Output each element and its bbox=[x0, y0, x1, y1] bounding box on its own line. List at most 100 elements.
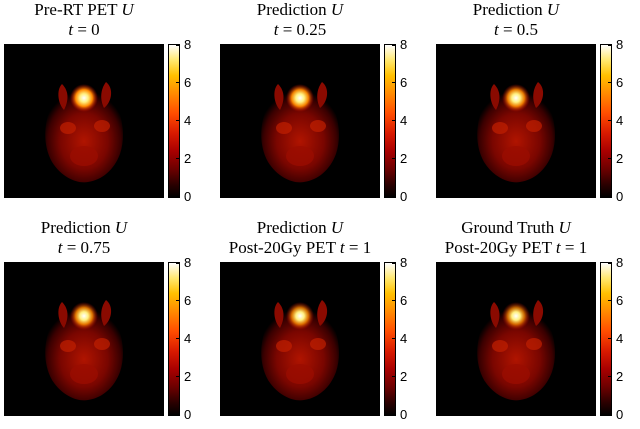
colorbar-tick-mark bbox=[392, 158, 396, 159]
colorbar-tick-label: 0 bbox=[184, 189, 192, 204]
panel-title-line1: Pre-RT PET U bbox=[0, 0, 168, 20]
colorbar-tick-mark bbox=[392, 263, 396, 264]
colorbar-tick-mark bbox=[608, 45, 612, 46]
colorbar-tick-label: 4 bbox=[184, 113, 192, 128]
colorbar-tick-label: 0 bbox=[400, 407, 408, 422]
panel-title-line1: Ground Truth U bbox=[432, 218, 600, 238]
colorbar-tick-mark bbox=[392, 300, 396, 301]
colorbar bbox=[600, 262, 612, 416]
colorbar-tick-mark bbox=[392, 120, 396, 121]
title-text: Prediction bbox=[256, 218, 331, 237]
title-variable: U bbox=[330, 218, 344, 237]
colorbar-tick-label: 0 bbox=[184, 407, 192, 422]
colorbar-tick-label: 6 bbox=[400, 75, 408, 90]
colorbar-tick-mark bbox=[608, 158, 612, 159]
colorbar-tick-label: 0 bbox=[616, 407, 624, 422]
panel-title-line2: Post-20Gy PET t = 1 bbox=[432, 238, 600, 258]
colorbar-tick-mark bbox=[176, 158, 180, 159]
title-text: Pre-RT PET bbox=[34, 0, 122, 19]
colorbar-tick-mark bbox=[608, 414, 612, 415]
colorbar-tick-label: 6 bbox=[400, 293, 408, 308]
colorbar-tick-mark bbox=[392, 196, 396, 197]
panel-title-line2: t = 0.75 bbox=[0, 238, 168, 258]
panel-title-line2: t = 0 bbox=[0, 20, 168, 40]
title-text: Prediction bbox=[256, 0, 331, 19]
title-text: = 1 bbox=[560, 238, 588, 257]
colorbar-tick-label: 8 bbox=[616, 37, 624, 52]
colorbar-tick-label: 4 bbox=[616, 331, 624, 346]
colorbar-tick-label: 8 bbox=[184, 255, 192, 270]
title-text: = 1 bbox=[344, 238, 372, 257]
pet-scan-image bbox=[436, 44, 596, 198]
colorbar-tick-label: 4 bbox=[400, 113, 408, 128]
colorbar-tick-mark bbox=[392, 376, 396, 377]
colorbar-tick-label: 8 bbox=[400, 255, 408, 270]
pet-scan-image bbox=[4, 262, 164, 416]
pet-scan-image bbox=[220, 44, 380, 198]
colorbar-tick-mark bbox=[176, 414, 180, 415]
colorbar-tick-label: 6 bbox=[184, 293, 192, 308]
colorbar-tick-mark bbox=[392, 414, 396, 415]
colorbar-tick-label: 2 bbox=[184, 369, 192, 384]
colorbar bbox=[384, 44, 396, 198]
colorbar bbox=[168, 262, 180, 416]
colorbar-tick-label: 8 bbox=[616, 255, 624, 270]
colorbar-tick-label: 8 bbox=[400, 37, 408, 52]
colorbar-tick-label: 2 bbox=[616, 151, 624, 166]
colorbar-tick-label: 2 bbox=[400, 151, 408, 166]
colorbar-tick-mark bbox=[608, 82, 612, 83]
panel-title-line1: Prediction U bbox=[0, 218, 168, 238]
colorbar-tick-mark bbox=[176, 376, 180, 377]
colorbar bbox=[384, 262, 396, 416]
colorbar-tick-label: 2 bbox=[184, 151, 192, 166]
title-text: = 0.25 bbox=[278, 20, 327, 39]
colorbar-tick-mark bbox=[392, 82, 396, 83]
pet-scan-image bbox=[4, 44, 164, 198]
pet-scan-image bbox=[220, 262, 380, 416]
colorbar-tick-mark bbox=[392, 338, 396, 339]
panel-5: Prediction U Post-20Gy PET t = 1 8 6 4 2 0 bbox=[216, 218, 421, 423]
colorbar-tick-mark bbox=[176, 120, 180, 121]
title-variable: U bbox=[546, 0, 560, 19]
colorbar-tick-mark bbox=[176, 196, 180, 197]
colorbar-tick-mark bbox=[176, 263, 180, 264]
colorbar-tick-mark bbox=[608, 196, 612, 197]
title-variable: U bbox=[121, 0, 134, 19]
panel-title-line2: Post-20Gy PET t = 1 bbox=[216, 238, 384, 258]
colorbar-tick-label: 4 bbox=[184, 331, 192, 346]
title-text: Post-20Gy PET bbox=[228, 238, 340, 257]
colorbar-tick-mark bbox=[176, 338, 180, 339]
colorbar-tick-mark bbox=[608, 263, 612, 264]
colorbar-tick-mark bbox=[176, 45, 180, 46]
title-text: Ground Truth bbox=[461, 218, 559, 237]
colorbar-tick-label: 8 bbox=[184, 37, 192, 52]
panel-title-line1: Prediction U bbox=[216, 218, 384, 238]
title-variable: U bbox=[114, 218, 128, 237]
title-text: = 0.5 bbox=[498, 20, 539, 39]
title-text: Prediction bbox=[472, 0, 547, 19]
colorbar-tick-label: 4 bbox=[616, 113, 624, 128]
title-variable: U bbox=[558, 218, 571, 237]
title-variable: U bbox=[330, 0, 344, 19]
colorbar bbox=[168, 44, 180, 198]
title-text: = 0.75 bbox=[62, 238, 111, 257]
colorbar bbox=[600, 44, 612, 198]
colorbar-tick-mark bbox=[608, 300, 612, 301]
colorbar-tick-mark bbox=[176, 82, 180, 83]
colorbar-tick-label: 6 bbox=[184, 75, 192, 90]
panel-title-line1: Prediction U bbox=[216, 0, 384, 20]
colorbar-tick-mark bbox=[176, 300, 180, 301]
title-variable: t bbox=[68, 20, 74, 39]
pet-scan-image bbox=[436, 262, 596, 416]
title-variable: t bbox=[339, 238, 345, 257]
title-variable: t bbox=[57, 238, 63, 257]
title-variable: t bbox=[555, 238, 561, 257]
title-variable: t bbox=[493, 20, 499, 39]
panel-title-line2: t = 0.25 bbox=[216, 20, 384, 40]
colorbar-tick-mark bbox=[392, 45, 396, 46]
panel-6: Ground Truth U Post-20Gy PET t = 1 8 6 4 2 0 bbox=[432, 218, 637, 423]
colorbar-tick-label: 4 bbox=[400, 331, 408, 346]
